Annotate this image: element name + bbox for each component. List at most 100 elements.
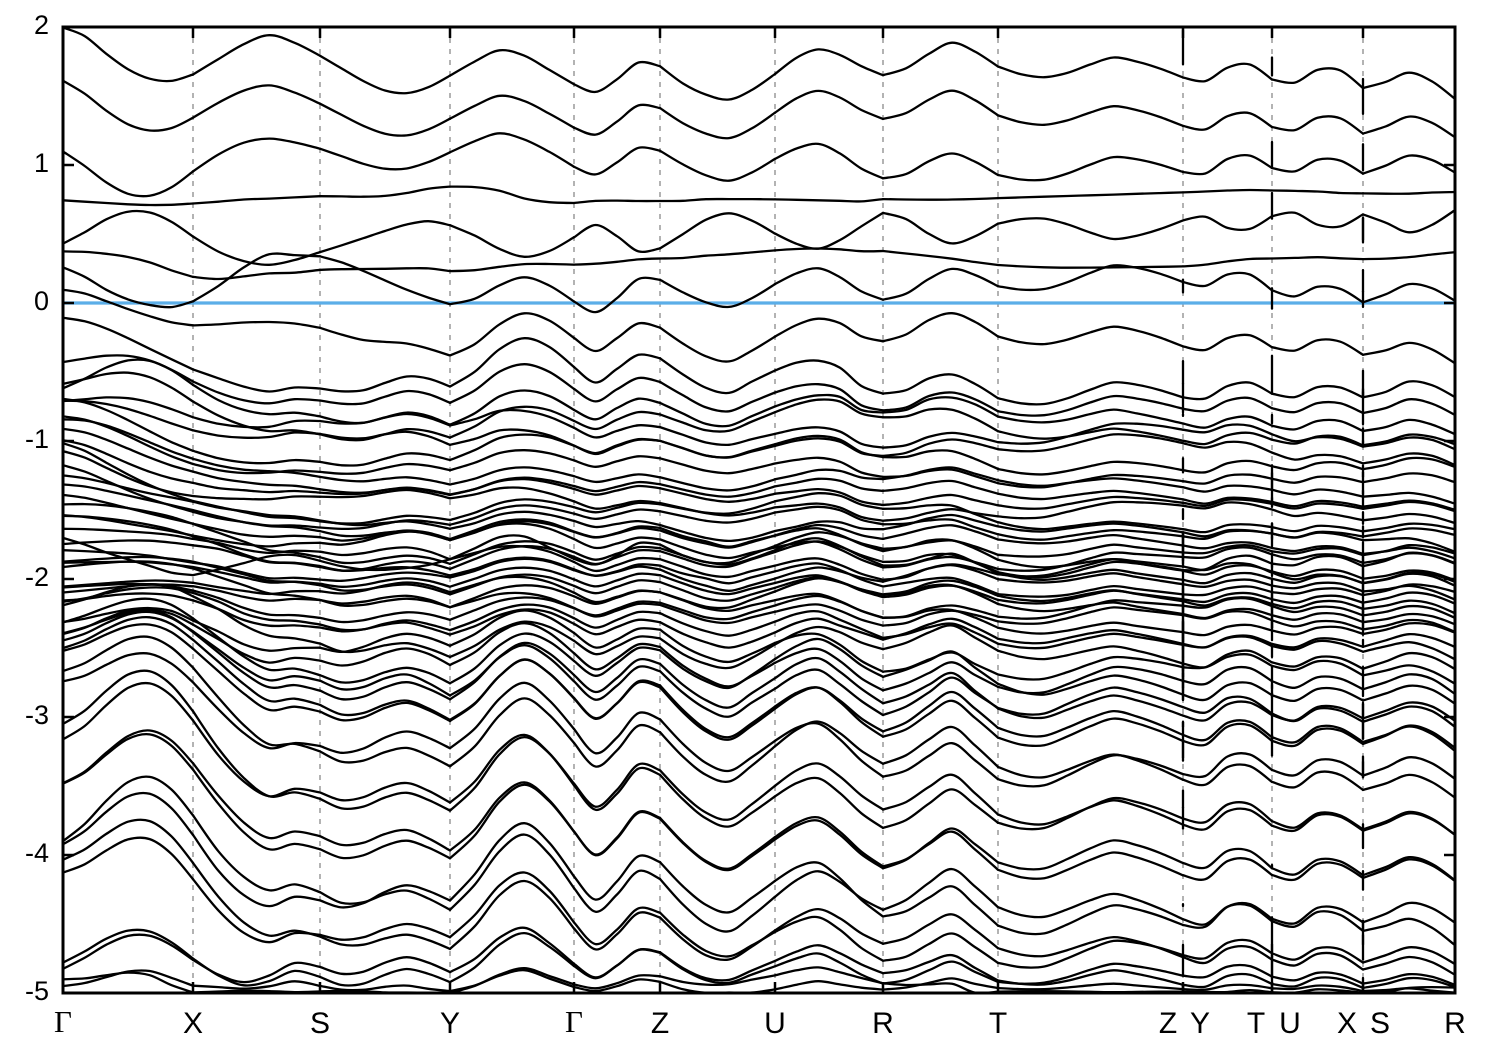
band-curve — [572, 397, 662, 421]
band-curve — [996, 105, 1185, 128]
band-curve — [61, 651, 195, 684]
band-curve — [1361, 282, 1457, 304]
band-curve — [1361, 398, 1457, 417]
band-curve — [191, 457, 322, 479]
band-curve — [996, 560, 1185, 579]
band-curve — [318, 220, 452, 254]
band-curve — [1270, 530, 1365, 539]
x-tick-label: S — [1370, 1007, 1390, 1040]
band-curve — [881, 867, 1000, 911]
band-curve — [572, 541, 662, 566]
band-curve — [1181, 634, 1274, 649]
band-curve — [1361, 527, 1457, 538]
band-curve — [318, 597, 452, 609]
band-curve — [773, 398, 885, 419]
band-curve — [448, 781, 576, 852]
band-curve — [572, 565, 662, 577]
band-curve — [572, 906, 662, 946]
band-curve — [448, 931, 576, 984]
band-curve — [881, 449, 1000, 471]
band-curve — [191, 768, 322, 851]
band-curve — [881, 508, 1000, 522]
band-curve — [996, 606, 1185, 625]
band-curve — [1361, 456, 1457, 471]
band-curve — [191, 878, 322, 944]
band-curve — [1270, 770, 1365, 792]
band-curve — [658, 817, 777, 872]
band-curve — [448, 504, 576, 526]
band-curve — [61, 729, 195, 785]
y-tick-label: -3 — [25, 700, 49, 730]
band-curve — [318, 375, 452, 393]
band-curve — [881, 609, 1000, 627]
band-curve — [773, 247, 885, 253]
band-curve — [1181, 944, 1274, 965]
band-curve — [318, 839, 452, 860]
band-curve — [1270, 189, 1365, 195]
band-curve — [1361, 917, 1457, 947]
band-curve — [448, 566, 576, 588]
band-curve — [1361, 433, 1457, 447]
band-curve — [61, 150, 195, 198]
band-curve — [773, 952, 885, 985]
band-curve — [1361, 976, 1457, 990]
band-curve — [318, 326, 452, 357]
band-curve — [773, 505, 885, 526]
band-curve — [448, 518, 576, 541]
y-tick-label: 1 — [34, 148, 49, 178]
band-curve — [191, 268, 322, 281]
band-curve — [658, 974, 777, 987]
band-curve — [1270, 568, 1365, 580]
band-curve — [881, 690, 1000, 733]
band-curve — [1270, 508, 1365, 522]
band-curve — [191, 195, 322, 205]
band-curve — [881, 742, 1000, 781]
band-curve — [1181, 423, 1274, 436]
band-curve — [996, 717, 1185, 748]
band-curve — [996, 263, 1185, 269]
band-curve — [572, 257, 662, 266]
band-curve — [881, 479, 1000, 495]
band-curve — [318, 147, 452, 171]
band-curve — [1361, 773, 1457, 799]
band-curve — [318, 611, 452, 624]
band-curve — [1270, 639, 1365, 653]
band-curve — [881, 773, 1000, 816]
band-curve — [773, 477, 885, 493]
band-curve — [1361, 512, 1457, 525]
band-curve — [773, 382, 885, 412]
band-curve — [448, 609, 576, 647]
band-curve — [448, 94, 576, 129]
band-curve — [318, 571, 452, 582]
band-curve — [1270, 910, 1365, 933]
band-curve — [572, 438, 662, 456]
band-curve — [996, 495, 1185, 510]
band-curve — [658, 523, 777, 543]
band-curve — [1181, 623, 1274, 637]
band-curve — [1270, 499, 1365, 508]
band-curve — [658, 425, 777, 447]
band-curve — [318, 427, 452, 442]
band-curve — [448, 871, 576, 939]
y-tick-label: -4 — [25, 838, 49, 868]
band-curve — [1181, 571, 1274, 585]
band-curve — [1270, 475, 1365, 484]
band-curve — [572, 526, 662, 539]
band-curve — [773, 907, 885, 945]
band-curve — [1270, 338, 1365, 356]
band-curve — [881, 249, 1000, 267]
band-curve — [1270, 812, 1365, 833]
band-curve — [572, 618, 662, 636]
band-curve — [658, 457, 777, 475]
band-curve — [1270, 581, 1365, 593]
band-curve — [1181, 523, 1274, 534]
band-curve — [658, 326, 777, 363]
band-curve — [1181, 607, 1274, 620]
band-curve — [658, 580, 777, 602]
band-curve — [1270, 976, 1365, 990]
band-curve — [448, 966, 576, 995]
band-curve — [1181, 62, 1274, 83]
band-curve — [572, 60, 662, 94]
band-curve — [773, 815, 885, 868]
